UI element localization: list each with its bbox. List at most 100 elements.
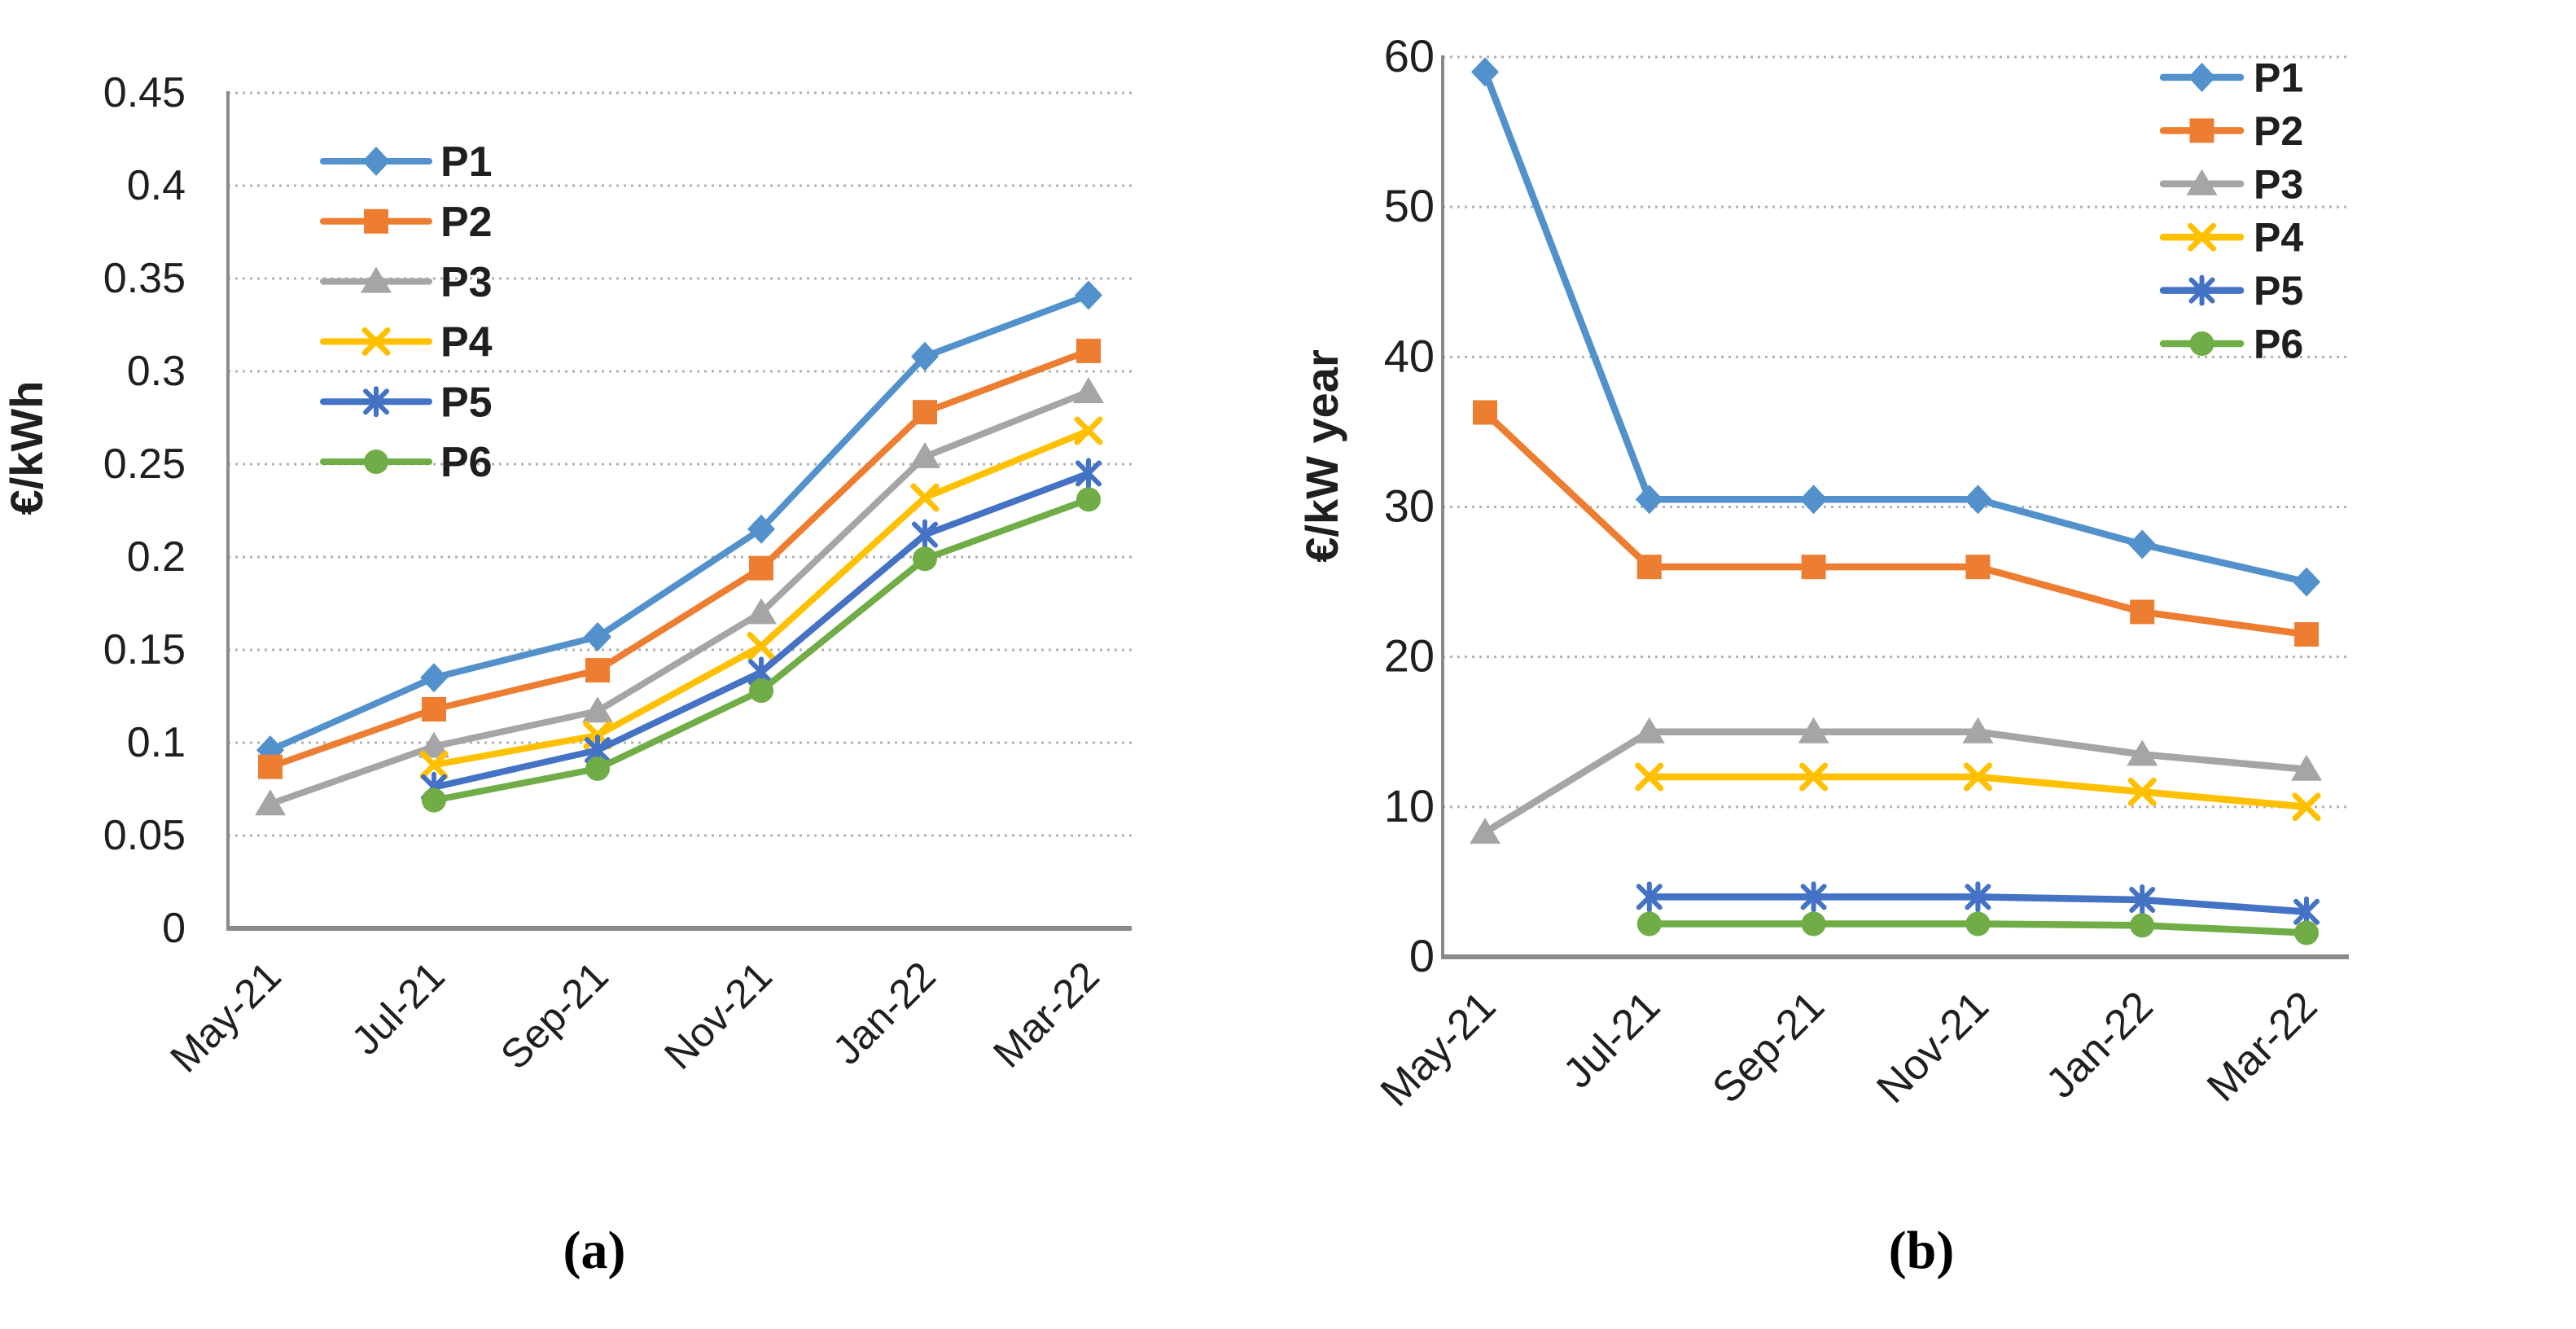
series-P2-square-marker — [422, 696, 446, 722]
series-P4-x-marker — [419, 750, 449, 779]
x-tick-label-group: Mar-22 — [984, 953, 1108, 1077]
series-P1-diamond-marker — [2293, 567, 2320, 597]
legend-item-P1: P1 — [320, 138, 493, 186]
series-P4-x-marker — [2127, 777, 2157, 806]
x-tick-label: May-21 — [161, 953, 289, 1081]
y-tick-label: 10 — [1384, 780, 1435, 831]
series-P5-star-marker — [2293, 896, 2320, 928]
x-tick-label-group: Mar-22 — [2198, 982, 2326, 1110]
series-P4 — [419, 416, 1103, 779]
series-P2-square-marker — [1965, 555, 1991, 580]
series-P3-triangle-marker — [2127, 739, 2158, 766]
series-P3-triangle-marker — [909, 441, 940, 468]
legend: P1 P2 P3 P4 P5 P6 — [2159, 55, 2303, 367]
x-tick-label: Nov-21 — [1868, 982, 1998, 1112]
y-tick-label: 0.1 — [127, 719, 186, 766]
series-P2-square-marker — [749, 555, 773, 581]
legend-P4-x-marker — [361, 327, 391, 356]
y-tick-label: 20 — [1384, 630, 1435, 682]
series-P4-x-marker — [747, 631, 776, 660]
legend-item-P3: P3 — [320, 259, 493, 306]
y-tick-label: 0.45 — [103, 69, 186, 116]
series-P6-circle-marker — [1965, 911, 1991, 936]
series-P5-star-marker — [2129, 884, 2156, 916]
series-P6 — [1636, 911, 2319, 945]
legend-label-P4: P4 — [2254, 215, 2303, 261]
series-P5-star-marker — [1965, 881, 1991, 913]
y-tick-label: 50 — [1384, 180, 1435, 231]
caption-b: (b) — [1888, 1221, 1955, 1280]
series-P3-triangle-marker — [255, 789, 286, 816]
y-tick-label: 0.4 — [127, 162, 186, 209]
legend-label-P4: P4 — [440, 319, 493, 366]
y-tick-label: 60 — [1384, 30, 1435, 81]
x-tick-label-group: Sep-21 — [492, 953, 617, 1078]
legend-item-P5: P5 — [2159, 268, 2303, 314]
panel-a: 0 0.05 0.1 0.15 0.2 0.25 0.3 0.35 0.4 0.45 May-21 J… — [1, 69, 1132, 1280]
series-P3-triangle-marker — [2291, 754, 2322, 781]
x-tick-label-group: Jul-21 — [1554, 982, 1669, 1097]
series-P1-diamond-marker — [1471, 57, 1499, 87]
series-P2-line — [267, 347, 1092, 770]
x-axis-tick-labels: May-21 Jul-21 Sep-21 Nov-21 Jan-22 Mar-22 — [1372, 982, 2327, 1116]
legend-label-P2: P2 — [440, 199, 493, 246]
legend-item-P4: P4 — [2159, 215, 2303, 261]
x-axis-tick-labels: May-21 Jul-21 Sep-21 Nov-21 Jan-22 Mar-22 — [161, 953, 1107, 1081]
x-tick-label: Sep-21 — [492, 953, 617, 1078]
legend-P1-diamond-marker — [2188, 63, 2216, 92]
x-tick-label-group: Nov-21 — [655, 953, 781, 1078]
series-P4-line — [1645, 773, 2311, 811]
series-P2-square-marker — [913, 400, 937, 425]
series-P1-diamond-marker — [420, 663, 448, 693]
x-tick-label: May-21 — [1372, 982, 1505, 1116]
x-tick-label-group: May-21 — [1372, 982, 1505, 1116]
x-tick-label-group: Jan-22 — [824, 953, 944, 1073]
x-tick-label-group: Nov-21 — [1868, 982, 1998, 1112]
x-tick-label: Jan-22 — [2037, 982, 2162, 1107]
x-tick-label-group: Jan-22 — [2037, 982, 2162, 1107]
y-tick-label: 0.05 — [103, 812, 186, 859]
x-tick-label: Mar-22 — [984, 953, 1108, 1077]
series-P1-diamond-marker — [1799, 485, 1828, 515]
legend-label-P1: P1 — [2254, 55, 2303, 101]
legend-item-P1: P1 — [2159, 55, 2303, 101]
series-P6-circle-marker — [749, 678, 773, 704]
y-tick-label: 0 — [162, 905, 186, 952]
legend-P6-circle-marker — [2189, 331, 2215, 356]
x-tick-label: Jul-21 — [343, 953, 453, 1064]
series-P6-circle-marker — [585, 756, 610, 781]
chart-b: 0 10 20 30 40 50 60 May-21 Jul-21 Sep-21 Nov-21 Jan… — [1296, 30, 2349, 1116]
series-P3-line — [1481, 728, 2311, 836]
y-tick-label: 0.3 — [127, 348, 186, 395]
series-P4-x-marker — [1635, 762, 1664, 792]
legend-label-P3: P3 — [440, 259, 493, 306]
legend-label-P3: P3 — [2254, 161, 2303, 207]
x-tick-label-group: May-21 — [161, 953, 289, 1081]
legend-P4-x-marker — [2188, 222, 2216, 252]
series-P4-x-marker — [2292, 792, 2321, 822]
y-tick-label: 30 — [1384, 480, 1435, 532]
series-P2-square-marker — [1801, 555, 1826, 580]
x-tick-label-group: Sep-21 — [1704, 982, 1834, 1112]
series-P1-diamond-marker — [1075, 280, 1102, 310]
legend-item-P5: P5 — [320, 379, 493, 426]
series-P1-diamond-marker — [2128, 529, 2157, 559]
legend-label-P5: P5 — [2254, 268, 2303, 314]
y-tick-label: 0.2 — [127, 533, 186, 581]
y-tick-label: 0.25 — [103, 441, 186, 488]
legend-P3-triangle-marker — [361, 266, 392, 293]
series-P1-diamond-marker — [1635, 485, 1663, 515]
series-P3-triangle-marker — [1470, 818, 1500, 844]
series-P2-square-marker — [258, 754, 283, 779]
series-P4-x-marker — [1074, 416, 1103, 445]
series-P3-line — [267, 388, 1092, 808]
series-P6 — [422, 487, 1101, 813]
legend-item-P3: P3 — [2159, 161, 2303, 207]
series-P5-star-marker — [1800, 881, 1827, 913]
legend-P2-square-marker — [364, 208, 388, 234]
legend-label-P6: P6 — [440, 439, 493, 486]
series-P1-diamond-marker — [747, 514, 775, 544]
series-P5-star-marker — [1636, 881, 1663, 913]
y-tick-label: 0.15 — [103, 626, 186, 673]
